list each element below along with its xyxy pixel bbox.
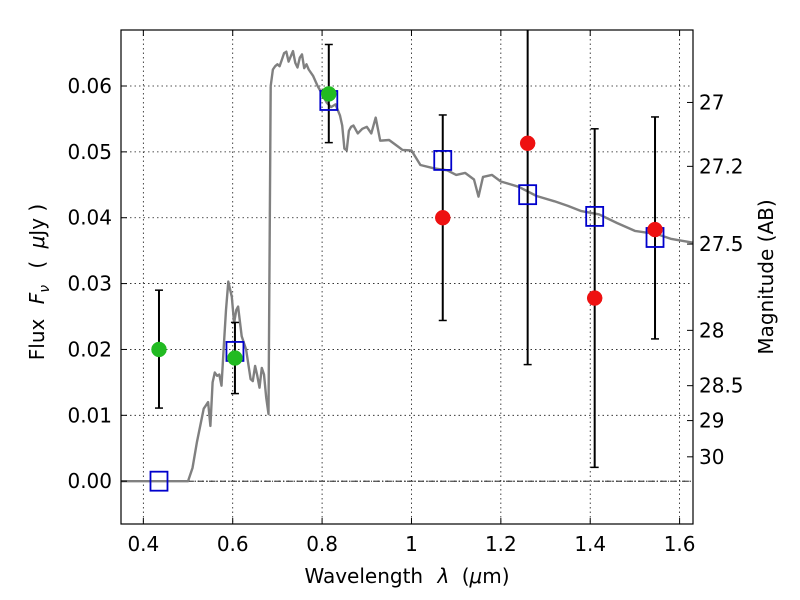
y-axis-label: Flux Fν ( μJy ) [25,204,54,360]
y-axis-label-sub: ν [37,285,53,293]
axis-ticks: 0.4 0.6 0.8 1 1.2 1.4 1.6 0.00 0.01 0.02 0.03 0.04 0… [67,30,744,556]
detection-point [321,86,337,102]
y2-tick-label: 27.5 [699,232,744,256]
y2-axis-label: Magnitude (AB) [754,199,778,354]
low-significance-point [519,135,536,152]
detection-point [151,341,167,358]
low-significance-point [435,209,451,226]
grid [121,30,693,524]
x-tick-label: 1.6 [664,532,696,556]
x-axis-label-var: λ [436,564,449,588]
x-tick-label: 1.4 [574,532,606,556]
y2-tick-label: 28.5 [699,374,744,398]
y-tick-label: 0.03 [67,272,112,296]
x-axis-label-rest: m) [482,564,509,588]
y-tick-label: 0.04 [67,206,112,230]
low-significance-point [647,221,663,238]
y-tick-label: 0.02 [67,337,112,361]
x-tick-label: 0.4 [127,532,159,556]
y2-tick-label: 27.2 [699,154,744,178]
y2-tick-label: 28 [699,318,724,342]
observed-points [151,86,663,366]
y-axis-label-mu: μ [25,236,49,250]
x-tick-label: 0.8 [306,532,338,556]
y-tick-label: 0.06 [67,74,112,98]
plot-frame [120,29,694,525]
model-photometry-point [518,184,538,206]
x-axis-label-prefix: Wavelength [304,564,423,588]
y-tick-label: 0.01 [67,403,112,427]
y2-tick-label: 29 [699,409,724,433]
y2-tick-label: 27 [699,90,724,114]
y-axis-label-rest: Jy ) [25,204,49,238]
detection-point [227,350,243,366]
low-significance-point [586,290,603,306]
x-tick-label: 1 [405,532,418,556]
x-tick-label: 0.6 [217,532,249,556]
y-axis-label-prefix: Flux [25,318,49,360]
x-tick-label: 1.2 [485,532,517,556]
y-axis-label-open: ( [25,261,49,269]
sed-model-line [121,49,694,483]
error-bars [154,30,660,469]
model-photometry-point [149,470,169,492]
y-axis-label-var: F [25,292,49,304]
y-tick-label: 0.05 [67,140,112,164]
y-tick-label: 0.00 [67,469,112,493]
model-photometry-point [433,150,453,171]
y2-tick-label: 30 [699,445,724,469]
x-axis-label-open: ( [462,564,470,588]
x-axis-label: Wavelength λ (μm) [304,564,509,588]
model-photometry-point [585,206,605,227]
x-axis-label-mu: μ [469,564,483,588]
